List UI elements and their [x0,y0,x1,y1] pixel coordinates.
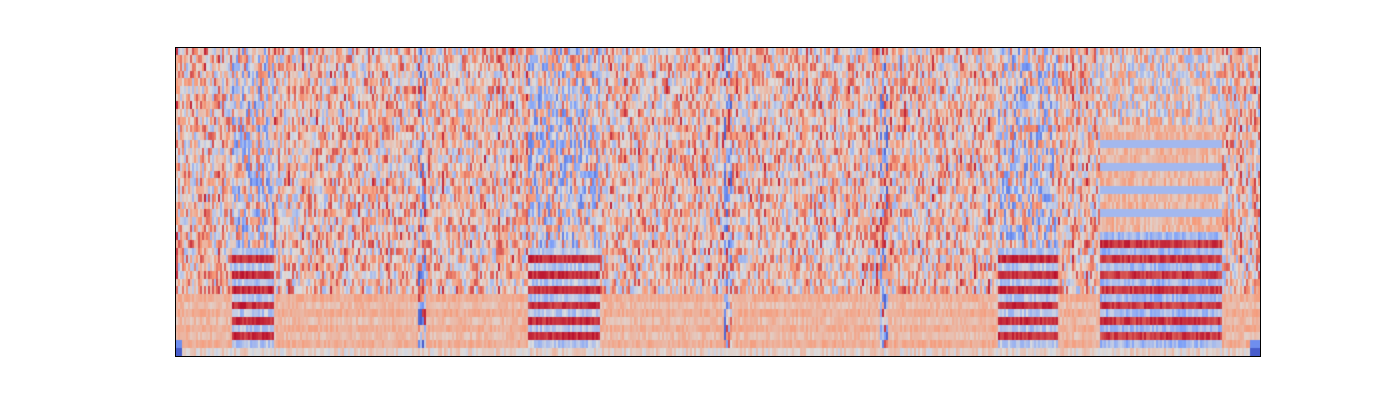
spectrogram-heatmap [176,48,1260,356]
spectrogram-plot-area [176,48,1260,356]
